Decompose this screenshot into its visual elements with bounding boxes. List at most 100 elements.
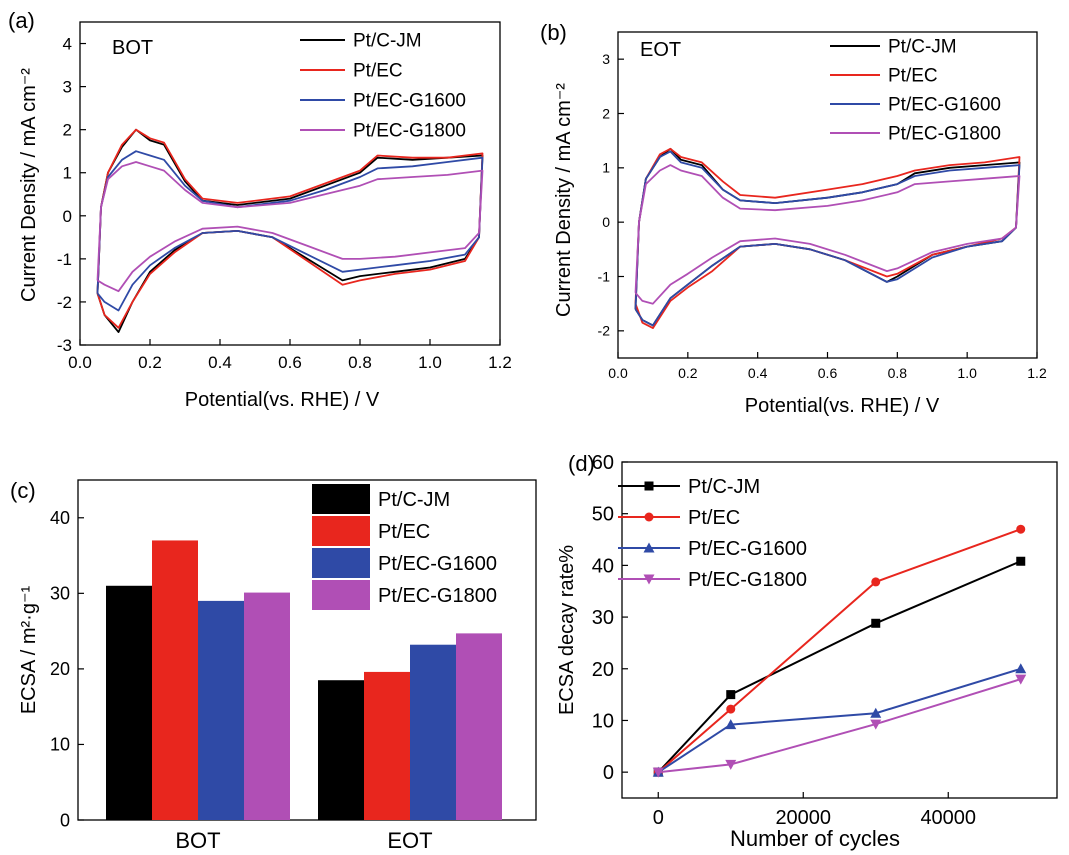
y-axis-label: Current Density / mA cm⁻² <box>553 83 575 317</box>
x-tick-label: 0.0 <box>68 353 92 372</box>
x-tick-label: 0.0 <box>608 365 628 381</box>
data-point <box>1015 663 1027 674</box>
x-category-label: BOT <box>175 828 220 853</box>
legend-label: Pt/EC-G1600 <box>378 553 497 575</box>
x-tick-label: 0.4 <box>748 365 768 381</box>
plot-frame <box>621 461 1058 799</box>
data-point <box>870 707 882 718</box>
data-point <box>725 719 737 730</box>
x-tick-label: 0 <box>653 807 664 829</box>
y-tick-label: 3 <box>63 78 72 97</box>
data-point <box>870 719 882 730</box>
legend-marker <box>644 512 654 522</box>
y-tick-label: 30 <box>592 607 614 629</box>
legend-label: Pt/C-JM <box>888 37 957 58</box>
x-category-label: EOT <box>387 828 432 853</box>
legend-label: Pt/C-JM <box>353 31 422 52</box>
y-tick-label: 10 <box>592 710 614 732</box>
y-axis-label: ECSA / m²·g⁻¹ <box>18 585 40 714</box>
x-tick-label: 0.8 <box>888 365 908 381</box>
legend-label: Pt/C-JM <box>688 476 760 498</box>
y-tick-label: 0 <box>603 762 614 784</box>
bar-pt-ec-g1800 <box>456 633 502 820</box>
bar-pt-ec <box>364 671 410 820</box>
y-tick-label: 0 <box>60 810 70 830</box>
y-tick-label: 4 <box>63 34 72 53</box>
chart-title: BOT <box>112 37 153 59</box>
bar-pt-c-jm <box>318 680 364 820</box>
legend-label: Pt/EC-G1600 <box>688 538 807 560</box>
x-tick-label: 0.8 <box>348 353 372 372</box>
y-tick-label: 3 <box>602 51 610 67</box>
series-line-pt-ec-g1600 <box>634 150 1021 327</box>
legend-label: Pt/EC <box>688 507 740 529</box>
plot-frame <box>79 21 501 346</box>
x-tick-label: 0.2 <box>138 353 162 372</box>
y-tick-label: 0 <box>602 214 610 230</box>
panel-a-cv-bot: (a) BOT Potential(vs. RHE) / V Current D… <box>8 8 512 411</box>
x-tick-label: 1.0 <box>418 353 442 372</box>
y-tick-label: 10 <box>50 735 70 755</box>
y-tick-label: 30 <box>50 584 70 604</box>
legend-label: Pt/EC-G1800 <box>888 124 1001 145</box>
x-tick-label: 0.4 <box>208 353 232 372</box>
series-line-pt-ec <box>96 128 484 329</box>
panel-label: (b) <box>540 20 567 45</box>
bar-pt-ec-g1600 <box>198 600 244 820</box>
legend-label: Pt/EC-G1600 <box>353 91 466 112</box>
x-tick-label: 1.2 <box>488 353 512 372</box>
data-point <box>726 704 736 714</box>
data-point <box>725 759 737 770</box>
series-line-pt-ec <box>634 147 1021 329</box>
y-tick-label: 2 <box>602 105 610 121</box>
y-tick-label: 40 <box>592 555 614 577</box>
bar-pt-ec-g1800 <box>244 592 290 820</box>
y-tick-label: 2 <box>63 121 72 140</box>
plot-area: 0.0 0.2 0.4 0.6 0.8 1.0 1.2 -2 -1 0 1 2 3 Pt/C-JM Pt/E… <box>598 31 1047 381</box>
x-axis-label: Potential(vs. RHE) / V <box>745 395 940 417</box>
data-point <box>652 767 664 778</box>
series-line-pt-ec-g1600 <box>657 667 1022 774</box>
legend-swatch <box>312 516 370 546</box>
x-tick-label: 1.0 <box>957 365 977 381</box>
plot-frame <box>77 479 537 821</box>
data-point <box>1016 524 1026 534</box>
panel-label: (c) <box>10 478 36 503</box>
data-point <box>1015 674 1027 685</box>
plot-area: 0 20000 40000 0 10 20 30 40 50 60 Pt/C-JM Pt/EC Pt/E… <box>592 452 1058 829</box>
panel-d-decay: (d) Number of cycles ECSA decay rate% 0 2… <box>556 451 1058 851</box>
y-tick-label: -1 <box>57 250 72 269</box>
series-line-pt-ec-g1800 <box>634 164 1021 305</box>
y-tick-label: 1 <box>602 160 610 176</box>
x-tick-label: 0.2 <box>678 365 698 381</box>
data-point <box>726 690 736 700</box>
legend-marker <box>643 542 655 553</box>
x-tick-label: 20000 <box>775 807 831 829</box>
y-tick-label: -2 <box>598 323 611 339</box>
y-tick-label: 60 <box>592 452 614 474</box>
panel-label: (a) <box>8 8 35 33</box>
chart-title: EOT <box>640 39 681 61</box>
series-line-pt-c-jm <box>634 147 1021 327</box>
series-line-pt-c-jm <box>96 128 484 333</box>
panel-b-cv-eot: (b) EOT Potential(vs. RHE) / V Current D… <box>540 20 1047 417</box>
legend-swatch <box>312 484 370 514</box>
legend-label: Pt/EC-G1800 <box>378 585 497 607</box>
x-tick-label: 0.6 <box>278 353 302 372</box>
data-point <box>871 618 881 628</box>
legend-marker <box>644 481 654 491</box>
legend-label: Pt/EC-G1800 <box>353 121 466 142</box>
data-point <box>1016 556 1026 566</box>
series-line-pt-ec-g1800 <box>96 161 484 293</box>
legend-label: Pt/EC <box>353 61 403 82</box>
y-axis-label: ECSA decay rate% <box>556 545 578 715</box>
legend-label: Pt/EC <box>888 66 938 87</box>
series-line-pt-ec <box>657 528 1022 773</box>
y-tick-label: 1 <box>63 164 72 183</box>
data-point <box>871 577 881 587</box>
series-line-pt-c-jm <box>657 560 1022 773</box>
y-tick-label: -2 <box>57 293 72 312</box>
legend-label: Pt/EC <box>378 521 430 543</box>
bar-pt-c-jm <box>106 585 152 820</box>
